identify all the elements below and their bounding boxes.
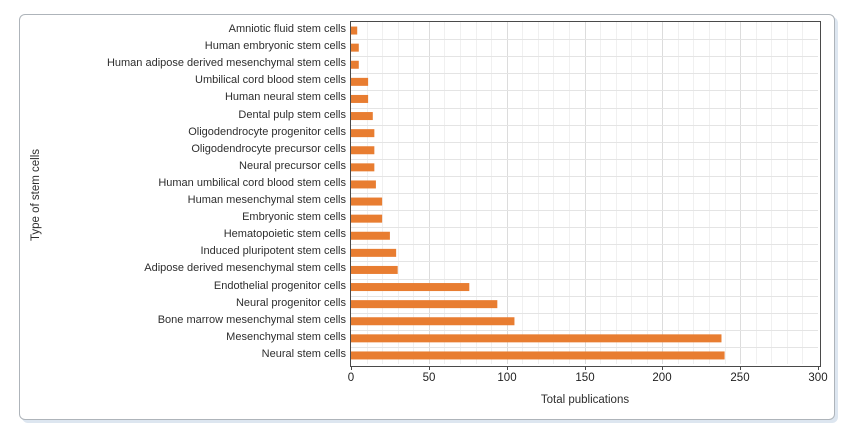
- x-tick-label: 50: [422, 372, 436, 384]
- category-label: Neural precursor cells: [239, 159, 346, 172]
- x-tick-label: 200: [652, 372, 672, 384]
- category-label: Human neural stem cells: [224, 91, 346, 104]
- bar: [351, 94, 369, 103]
- x-tick-label: 0: [347, 372, 355, 384]
- bar: [351, 214, 383, 223]
- bar: [351, 129, 375, 138]
- bar: [351, 283, 470, 292]
- category-label: Oligodendrocyte precursor cells: [191, 142, 346, 155]
- category-label: Neural stem cells: [261, 347, 346, 360]
- category-label: Amniotic fluid stem cells: [228, 23, 346, 35]
- bar: [351, 334, 722, 343]
- category-label: Oligodendrocyte progenitor cells: [188, 125, 346, 138]
- bar: [351, 231, 390, 240]
- category-label: Neural progenitor cells: [235, 296, 346, 309]
- category-label: Embryonic stem cells: [242, 211, 346, 224]
- bar: [351, 60, 359, 69]
- plot-area: [350, 21, 821, 367]
- x-tick-label: 300: [808, 372, 828, 384]
- x-tick-mark: [740, 366, 741, 370]
- figure-frame: Type of stem cells Amniotic fluid stem c…: [19, 14, 835, 420]
- bar: [351, 112, 373, 121]
- x-axis-title: Total publications: [540, 394, 630, 406]
- bar: [351, 43, 359, 52]
- bar: [351, 163, 375, 172]
- x-tick-mark: [662, 366, 663, 370]
- x-tick-mark: [351, 366, 352, 370]
- category-label: Bone marrow mesenchymal stem cells: [157, 313, 346, 326]
- bar: [351, 26, 358, 35]
- x-tick-mark: [585, 366, 586, 370]
- x-tick-label: 250: [730, 372, 750, 384]
- bar: [351, 351, 725, 360]
- bar: [351, 265, 398, 274]
- x-tick-mark: [818, 366, 819, 370]
- bar: [351, 77, 369, 86]
- x-tick-mark: [507, 366, 508, 370]
- category-label: Mesenchymal stem cells: [226, 330, 346, 343]
- category-label: Adipose derived mesenchymal stem cells: [144, 262, 346, 275]
- category-label: Hematopoietic stem cells: [223, 228, 346, 241]
- bar: [351, 317, 515, 326]
- category-label: Umbilical cord blood stem cells: [195, 74, 346, 87]
- x-tick-label: 100: [497, 372, 517, 384]
- category-label: Human umbilical cord blood stem cells: [158, 176, 346, 189]
- bar: [351, 300, 498, 309]
- category-label-column: Amniotic fluid stem cells Human embryonic…: [20, 21, 346, 365]
- x-tick-mark: [429, 366, 430, 370]
- bar-chart-canvas: [351, 22, 818, 364]
- bar: [351, 248, 397, 257]
- category-label: Human embryonic stem cells: [204, 40, 346, 53]
- bar: [351, 197, 383, 206]
- category-label: Induced pluripotent stem cells: [200, 245, 346, 258]
- category-label: Human adipose derived mesenchymal stem c…: [106, 57, 346, 70]
- category-label: Human mesenchymal stem cells: [187, 194, 346, 206]
- bar: [351, 180, 376, 189]
- bar: [351, 146, 375, 155]
- x-tick-label: 150: [575, 372, 595, 384]
- category-label: Endothelial progenitor cells: [213, 279, 346, 292]
- category-label: Dental pulp stem cells: [238, 108, 346, 121]
